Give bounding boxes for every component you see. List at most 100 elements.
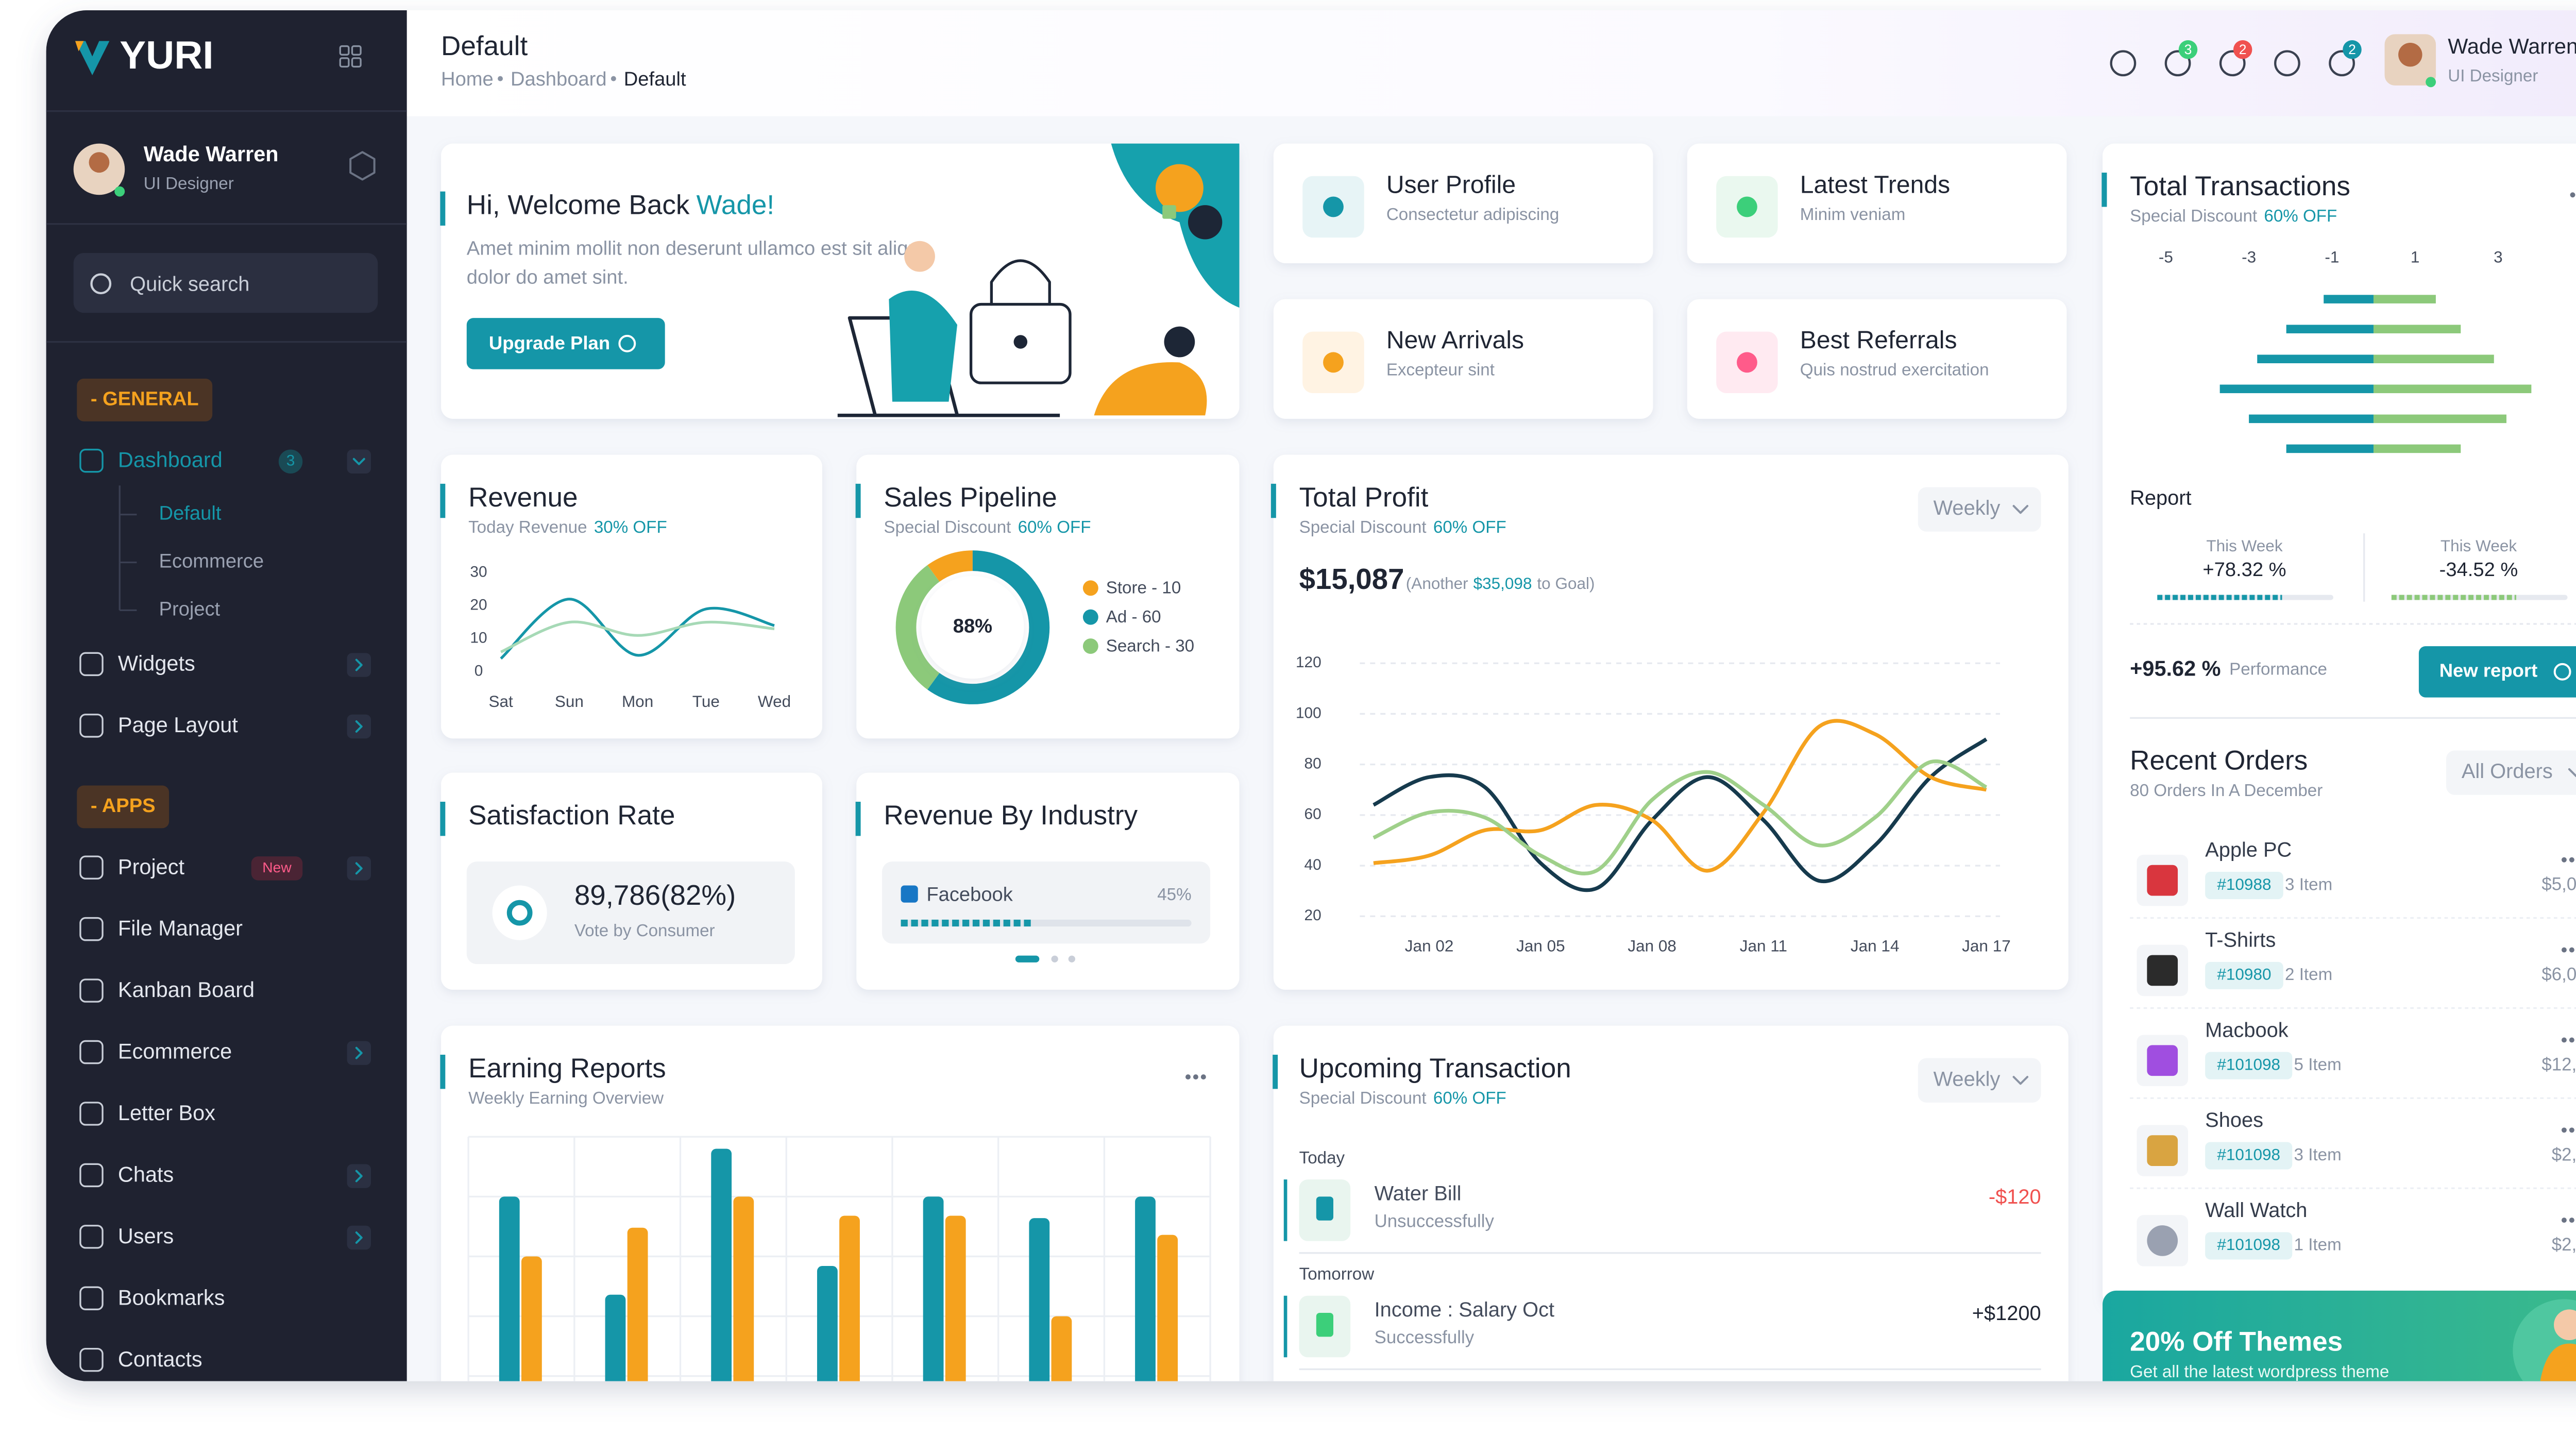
card-title: Satisfaction Rate xyxy=(468,800,675,831)
order-items: 3 Item xyxy=(2294,1145,2342,1164)
donut-center-label: 88% xyxy=(953,615,992,637)
card-title: Recent Orders xyxy=(2130,746,2308,776)
search-box[interactable] xyxy=(73,253,378,313)
breadcrumb[interactable]: Home xyxy=(441,68,494,90)
transaction-amount: +$1200 xyxy=(1972,1302,2041,1325)
page-title: Default xyxy=(441,31,528,61)
grid-icon xyxy=(351,57,362,68)
order-name: Macbook xyxy=(2205,1019,2289,1041)
donut-segment xyxy=(927,550,973,582)
line-series xyxy=(1373,719,1987,873)
new-report-button[interactable] xyxy=(2418,646,2576,698)
promo-text: Get all the latest wordpress theme xyxy=(2130,1362,2389,1381)
industry-name: Facebook xyxy=(926,884,1013,906)
grid-icon xyxy=(339,57,350,68)
row-icon xyxy=(1316,1196,1333,1221)
card-subtitle: 80 Orders In A December xyxy=(2130,781,2323,800)
breadcrumb[interactable]: Dashboard xyxy=(511,68,607,90)
illustration xyxy=(1111,143,1240,308)
search-placeholder[interactable]: Quick search xyxy=(130,273,249,296)
group-label: Today xyxy=(1299,1148,1345,1168)
menu-item[interactable]: File Manager xyxy=(118,916,243,940)
x-tick-label: Jan 02 xyxy=(1405,936,1454,955)
row-icon xyxy=(1316,1312,1333,1337)
y-tick-label: 20 xyxy=(470,596,487,613)
menu-item[interactable]: Contacts xyxy=(118,1347,202,1371)
section-pill xyxy=(77,378,213,421)
card-subtitle: 30% OFF xyxy=(594,518,667,537)
report-value: -34.52 % xyxy=(2439,559,2518,581)
header-badge-count: 3 xyxy=(2184,42,2192,57)
order-id-tag xyxy=(2205,1052,2293,1079)
menu-icon xyxy=(79,1163,104,1188)
breadcrumb-dot xyxy=(611,76,616,81)
menu-item[interactable]: Project xyxy=(118,854,185,878)
more-icon xyxy=(2569,1037,2574,1043)
upgrade-button-label[interactable]: Upgrade Plan xyxy=(489,332,610,353)
profit-total: $15,087 xyxy=(1299,563,1404,595)
menu-item[interactable]: Page Layout xyxy=(118,713,238,737)
dropdown-label[interactable]: All Orders xyxy=(2462,760,2553,783)
bar xyxy=(2286,444,2374,453)
line-series xyxy=(1372,737,1988,892)
menu-item[interactable]: Bookmarks xyxy=(118,1285,225,1309)
dropdown[interactable] xyxy=(1918,487,2041,532)
chevron-box xyxy=(347,1164,371,1188)
menu-item[interactable]: Widgets xyxy=(118,651,195,675)
chevron xyxy=(355,1046,363,1059)
promo-person xyxy=(2554,1309,2576,1341)
performance: Performance xyxy=(2229,660,2327,679)
menu-item[interactable]: Chats xyxy=(118,1162,174,1186)
bar xyxy=(521,1256,542,1381)
card-subtitle: 60% OFF xyxy=(2264,207,2337,226)
bar xyxy=(817,1266,838,1381)
avatar xyxy=(2398,42,2422,67)
bar xyxy=(2373,325,2461,333)
submenu-item[interactable]: Default xyxy=(159,502,222,525)
more-icon xyxy=(2570,192,2575,198)
grid-icon xyxy=(339,45,350,56)
section-label: - GENERAL xyxy=(91,387,199,410)
menu-item[interactable]: Dashboard xyxy=(118,448,223,472)
dropdown-label[interactable]: Weekly xyxy=(1934,1068,2001,1090)
chevron xyxy=(2012,505,2029,514)
shortcut-title[interactable]: Latest Trends xyxy=(1800,171,1950,198)
card-subtitle: Special Discount xyxy=(1299,518,1427,537)
shortcut-icon xyxy=(1737,196,1757,217)
y-tick-label: 120 xyxy=(1296,654,1321,671)
pager-dot xyxy=(1068,955,1075,962)
profit-goal: to Goal) xyxy=(1537,574,1595,593)
dropdown[interactable] xyxy=(2446,750,2576,795)
x-tick-label: Jan 14 xyxy=(1851,936,1900,955)
y-tick-label: 20 xyxy=(1304,907,1321,924)
upgrade-button[interactable] xyxy=(466,318,665,369)
shortcut-title[interactable]: New Arrivals xyxy=(1386,326,1524,354)
dropdown-label[interactable]: Weekly xyxy=(1934,497,2001,519)
menu-item[interactable]: Letter Box xyxy=(118,1101,215,1125)
shortcut-subtitle: Consectetur adipiscing xyxy=(1386,205,1559,224)
card-title: Earning Reports xyxy=(468,1053,666,1084)
search-icon xyxy=(90,273,112,295)
header-bar xyxy=(406,10,2576,116)
new-report-label[interactable]: New report xyxy=(2439,660,2538,681)
menu-item[interactable]: Ecommerce xyxy=(118,1039,232,1063)
transaction-status: Unsuccessfully xyxy=(1375,1211,1495,1231)
more-icon xyxy=(2561,1037,2567,1043)
order-items: 1 Item xyxy=(2294,1236,2342,1255)
settings-icon xyxy=(349,151,376,181)
submenu-item[interactable]: Project xyxy=(159,598,221,620)
card-subtitle: Special Discount xyxy=(2130,207,2257,226)
more-icon xyxy=(2569,947,2574,953)
y-tick-label: 100 xyxy=(1296,704,1321,721)
submenu-item[interactable]: Ecommerce xyxy=(159,550,264,572)
badge-new: New xyxy=(262,859,292,875)
bar xyxy=(839,1215,860,1381)
shortcut-icon xyxy=(1737,352,1757,373)
section-pill xyxy=(77,785,170,829)
dropdown[interactable] xyxy=(1918,1058,2041,1103)
menu-item[interactable]: Users xyxy=(118,1224,174,1248)
shortcut-title[interactable]: Best Referrals xyxy=(1800,326,1957,354)
shortcut-title[interactable]: User Profile xyxy=(1386,171,1516,198)
card xyxy=(441,454,822,739)
menu-item[interactable]: Kanban Board xyxy=(118,977,255,1002)
